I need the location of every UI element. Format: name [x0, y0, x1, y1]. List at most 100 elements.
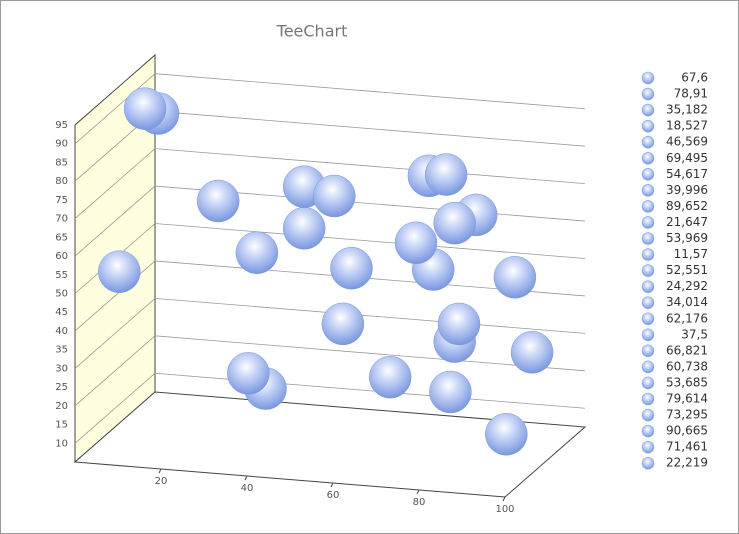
- y-tick-label: 90: [55, 139, 68, 150]
- x-tick-label: 40: [241, 483, 254, 494]
- legend-entry: 69,495: [666, 151, 708, 165]
- y-tick-label: 95: [55, 120, 68, 131]
- bubble: [196, 179, 240, 223]
- legend-symbol: [641, 168, 655, 181]
- legend-entry: 78,91: [674, 87, 708, 101]
- floor: [73, 391, 587, 498]
- legend-entry: 21,647: [666, 215, 708, 229]
- bubble: [394, 221, 438, 265]
- legend-symbol: [641, 344, 655, 358]
- legend-symbol: [641, 440, 655, 454]
- legend-symbol: [641, 312, 655, 326]
- bubble: [437, 302, 481, 346]
- legend-entry: 37,5: [681, 327, 708, 341]
- legend-symbol: [641, 232, 655, 245]
- legend-symbol: [641, 360, 655, 374]
- legend-symbol: [641, 151, 655, 165]
- x-tick: [330, 482, 334, 488]
- bubble: [510, 331, 554, 374]
- legend-entry: 24,292: [666, 279, 708, 293]
- legend-symbol: [641, 87, 655, 101]
- x-tick-label: 100: [495, 504, 514, 515]
- legend-entry: 39,996: [666, 183, 708, 197]
- legend-entry: 73,295: [666, 408, 708, 422]
- x-tick-label: 80: [413, 497, 426, 508]
- legend-entry: 11,57: [674, 247, 708, 261]
- legend-entry: 53,685: [666, 375, 708, 389]
- bubble: [98, 250, 141, 293]
- legend-entry: 90,665: [666, 424, 708, 438]
- x-tick: [502, 496, 506, 502]
- legend-symbol: [641, 456, 655, 470]
- bubble: [123, 87, 167, 130]
- y-tick-label: 80: [55, 176, 68, 187]
- bubble: [485, 412, 528, 456]
- y-tick-label: 10: [55, 438, 68, 449]
- x-tick: [158, 468, 162, 474]
- y-tick-label: 20: [55, 401, 68, 412]
- chart-title: TeeChart: [276, 22, 348, 41]
- legend-entry: 22,219: [666, 456, 708, 470]
- legend-entry: 46,569: [666, 135, 708, 149]
- legend-symbol: [641, 280, 655, 293]
- y-tick-label: 35: [55, 345, 68, 356]
- bubble: [321, 302, 365, 346]
- legend-entry: 66,821: [666, 343, 708, 357]
- bubble: [330, 246, 373, 290]
- bubble: [313, 174, 356, 218]
- bubble: [424, 153, 468, 196]
- legend-symbol: [641, 408, 655, 422]
- legend-symbol: [641, 135, 655, 149]
- x-tick-label: 20: [155, 476, 168, 487]
- y-tick-label: 50: [55, 289, 68, 300]
- bubble: [235, 231, 279, 275]
- legend-symbol: [641, 392, 655, 406]
- legend-entry: 53,969: [666, 231, 708, 245]
- bubble: [493, 256, 537, 299]
- legend-symbol: [641, 328, 655, 342]
- x-tick: [416, 489, 420, 495]
- y-tick-label: 55: [55, 270, 68, 281]
- legend-entry: 71,461: [666, 440, 708, 454]
- legend-entry: 52,551: [666, 263, 708, 277]
- legend-symbol: [641, 264, 655, 277]
- legend-symbol: [641, 248, 655, 261]
- y-tick-label: 70: [55, 214, 68, 225]
- grid-line: [74, 73, 586, 145]
- y-tick-label: 15: [55, 420, 68, 431]
- legend-symbol: [641, 71, 655, 85]
- y-tick-label: 40: [55, 326, 68, 337]
- y-tick-label: 45: [55, 307, 68, 318]
- y-tick-label: 30: [55, 363, 68, 374]
- legend-entry: 89,652: [666, 199, 708, 213]
- legend-entry: 62,176: [666, 311, 708, 325]
- legend-symbol: [641, 376, 655, 390]
- bubble: [433, 201, 476, 245]
- grid-line: [74, 335, 586, 407]
- y-tick-label: 75: [55, 195, 68, 206]
- bubble: [429, 370, 472, 414]
- legend-entry: 67,6: [681, 71, 708, 85]
- y-tick-label: 60: [55, 251, 68, 262]
- legend-entry: 18,527: [666, 119, 708, 133]
- x-tick: [244, 475, 248, 481]
- legend-symbol: [641, 200, 655, 213]
- legend-symbol: [641, 184, 655, 197]
- legend-entry: 60,738: [666, 359, 708, 373]
- bubble: [368, 355, 412, 399]
- y-tick-label: 25: [55, 382, 68, 393]
- legend-symbol: [641, 119, 655, 133]
- legend-entry: 34,014: [666, 295, 708, 309]
- y-tick-label: 85: [55, 157, 68, 168]
- bubble: [282, 207, 326, 250]
- legend-entry: 35,182: [666, 103, 708, 117]
- legend-symbol: [641, 216, 655, 229]
- y-tick-label: 65: [55, 232, 68, 243]
- legend-symbol: [641, 296, 655, 310]
- legend-entry: 79,614: [666, 392, 708, 406]
- bubble: [227, 352, 270, 395]
- x-tick-label: 60: [327, 490, 340, 501]
- legend-symbol: [641, 424, 655, 438]
